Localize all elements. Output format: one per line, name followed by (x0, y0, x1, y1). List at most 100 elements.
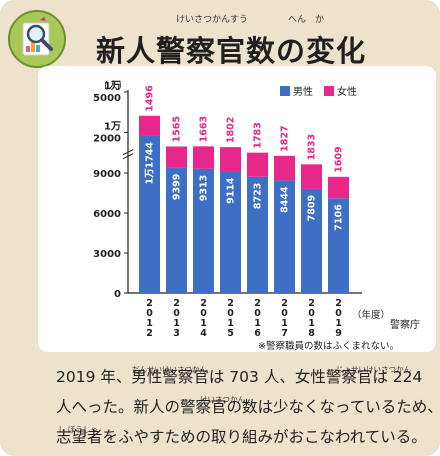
x-tick-char: 0 (146, 308, 153, 319)
y-unit-label: （人） (98, 80, 128, 92)
axis-break-mark (122, 153, 134, 160)
x-tick-char: 0 (308, 308, 315, 319)
x-tick-char: 0 (335, 308, 342, 319)
x-tick-char: 1 (335, 318, 342, 329)
caption-ruby-male: だんせいけいさつかん (132, 365, 207, 374)
data-label-female: 1802 (226, 117, 237, 143)
x-tick-char: 2 (281, 298, 288, 309)
x-unit-label: （年度） (352, 309, 390, 321)
bar-female (247, 152, 268, 177)
data-label-male: 9114 (226, 177, 237, 204)
caption-line-1: 2019 年、男性警察官は 703 人、女性警察官は 224 (56, 368, 423, 386)
x-tick-char: 0 (173, 308, 180, 319)
x-tick-char: 1 (308, 318, 315, 329)
bar-series: 1496 1万1744 1565 9399 1663 9313 1802 9114 1783 87… (139, 85, 349, 293)
bar-female (220, 147, 241, 172)
bar-male (166, 167, 187, 293)
x-tick-char: 5 (227, 328, 234, 339)
x-tick-char: 1 (281, 318, 288, 329)
data-label-female: 1783 (253, 122, 264, 148)
data-label-female: 1565 (172, 116, 183, 142)
title-ruby-keisatsukansuu: けいさつかんすう (176, 15, 248, 25)
legend-label-male: 男性 (293, 85, 313, 98)
x-tick-char: 1 (254, 318, 261, 329)
y-tick-label: 3000 (93, 249, 121, 260)
x-tick-char: 6 (254, 328, 261, 339)
bar-male (220, 171, 241, 293)
title-ruby-henka: へん か (288, 15, 325, 25)
x-tick-char: 2 (227, 298, 234, 309)
bar-female (139, 115, 160, 136)
x-tick-char: 2 (146, 298, 153, 309)
y-tick-label: 9000 (93, 169, 121, 180)
legend-swatch-female (324, 86, 334, 96)
legend-label-female: 女性 (337, 85, 357, 98)
caption-ruby-shibousha: し ぼうしゃ (58, 425, 98, 434)
x-tick-char: 1 (200, 318, 207, 329)
magnifier-chart-icon (8, 10, 66, 68)
data-label-female: 1833 (307, 134, 318, 160)
x-tick-char: 0 (281, 308, 288, 319)
x-tick-char: 4 (200, 328, 207, 339)
source-label: 警察庁 (390, 320, 420, 331)
x-tick-char: 2 (200, 298, 207, 309)
bar-female (166, 146, 187, 168)
x-tick-char: 2 (173, 298, 180, 309)
data-label-male: 7106 (334, 204, 345, 231)
bar-male (301, 188, 322, 293)
bar-female (301, 164, 322, 189)
data-label-female: 1496 (145, 85, 156, 112)
x-tick-char: 1 (227, 318, 234, 329)
bar-male (274, 180, 295, 293)
bar-male (247, 176, 268, 293)
data-label-male: 9313 (199, 175, 210, 201)
caption-line-2: 人へった。新人の警察官の数は少なくなっているため、 (56, 398, 440, 416)
x-tick-char: 9 (335, 328, 342, 339)
caption-line-3: 志望者をふやすための取り組みがおこなわれている。 (56, 428, 427, 446)
data-label-male: 1万1744 (145, 142, 156, 185)
x-tick-char: 8 (308, 328, 315, 339)
x-tick-label: 2019 (335, 298, 342, 339)
bar-male (193, 168, 214, 293)
bar-female (274, 155, 295, 181)
data-label-female: 1827 (280, 125, 291, 151)
data-label-female: 1609 (334, 146, 345, 172)
y-tick-label: 1万 (104, 80, 121, 92)
x-tick-char: 2 (254, 298, 261, 309)
y-tick-label: 6000 (93, 209, 121, 220)
data-label-male: 8723 (253, 183, 264, 209)
page-title: 新人警察官数の変化 (96, 34, 367, 68)
y-tick-label: 0 (114, 289, 121, 300)
bar-female (328, 176, 349, 199)
x-tick-char: 0 (227, 308, 234, 319)
y-tick-label: 5000 (93, 93, 121, 104)
footnote: ※警察職員の数はふくまれない。 (258, 341, 399, 352)
axis-break-mark (122, 149, 134, 156)
header: けいさつかんすう へん か 新人警察官数の変化 (0, 0, 440, 72)
legend-swatch-male (280, 86, 290, 96)
x-tick-char: 2 (308, 298, 315, 309)
bar-male (328, 198, 349, 293)
bar-male (139, 135, 160, 293)
legend: 男性 女性 (280, 85, 357, 98)
x-tick-char: 1 (173, 318, 180, 329)
bar-female (193, 146, 214, 169)
data-label-female: 1663 (199, 116, 210, 142)
caption-ruby-keisatsukan: けいさつかん (200, 395, 245, 404)
y-tick-label: 1万 (104, 121, 121, 133)
x-tick-char: 2 (146, 328, 153, 339)
data-label-male: 8444 (280, 186, 291, 213)
data-label-male: 7809 (307, 195, 318, 221)
x-tick-char: 3 (173, 328, 180, 339)
x-tick-char: 2 (335, 298, 342, 309)
x-tick-char: 0 (200, 308, 207, 319)
